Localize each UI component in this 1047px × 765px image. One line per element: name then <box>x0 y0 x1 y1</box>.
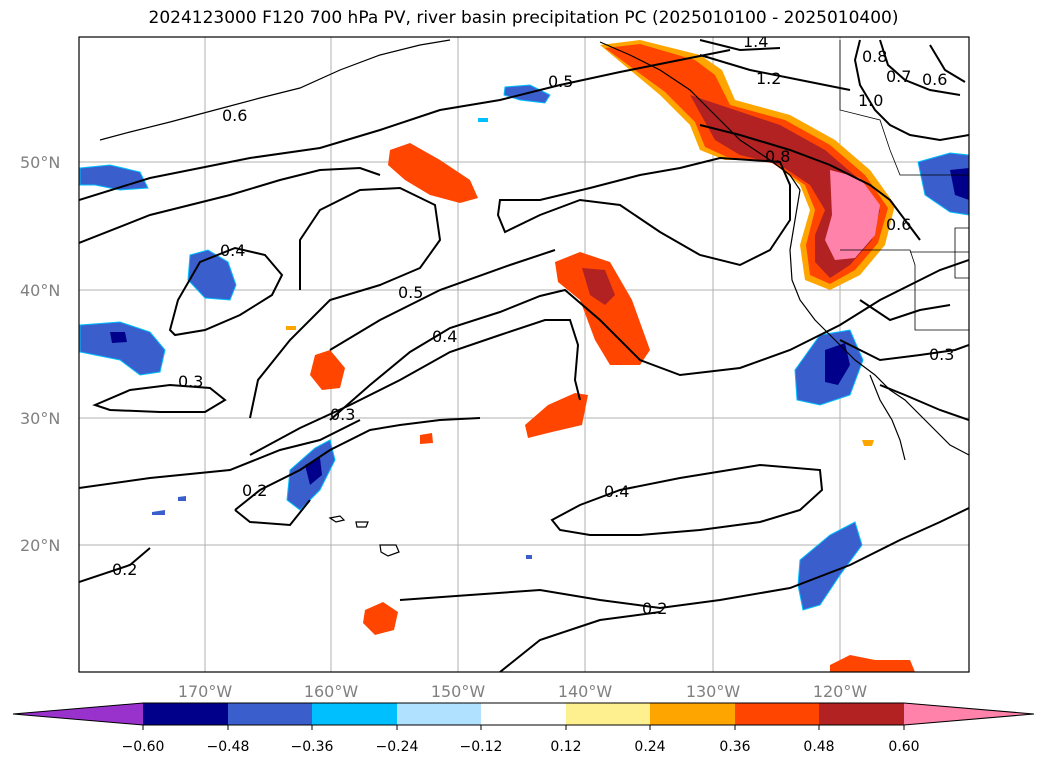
map-title: 2024123000 F120 700 hPa PV, river basin … <box>148 8 899 28</box>
colorbar-tick: −0.36 <box>291 739 334 755</box>
colorbar-segment <box>481 703 566 725</box>
colorbar-extend-min <box>13 703 143 725</box>
colorbar: −0.60 −0.48 −0.36 −0.24 −0.12 0.12 0.24 … <box>12 702 1035 755</box>
svg-text:120°W: 120°W <box>813 682 868 701</box>
positive-shading <box>286 40 915 672</box>
colorbar-tick: 0.24 <box>634 739 665 755</box>
lat-labels: 50°N 40°N 30°N 20°N <box>20 153 60 555</box>
map-frame <box>78 36 970 673</box>
colorbar-tick: −0.60 <box>122 739 165 755</box>
svg-text:0.6: 0.6 <box>886 215 911 234</box>
svg-text:0.4: 0.4 <box>220 241 245 260</box>
colorbar-tick: −0.24 <box>376 739 419 755</box>
svg-text:20°N: 20°N <box>20 536 60 555</box>
svg-text:0.5: 0.5 <box>398 283 423 302</box>
svg-text:1.0: 1.0 <box>858 91 883 110</box>
svg-text:0.2: 0.2 <box>112 560 137 579</box>
svg-text:0.3: 0.3 <box>178 372 203 391</box>
colorbar-segment <box>650 703 735 725</box>
svg-text:0.4: 0.4 <box>432 327 457 346</box>
colorbar-segment <box>819 703 904 725</box>
colorbar-segment <box>228 703 312 725</box>
svg-text:140°W: 140°W <box>558 682 613 701</box>
colorbar-segment <box>143 703 228 725</box>
svg-text:0.2: 0.2 <box>642 599 667 618</box>
colorbar-segment <box>312 703 397 725</box>
colorbar-tick: −0.12 <box>460 739 503 755</box>
svg-text:0.2: 0.2 <box>242 481 267 500</box>
svg-text:150°W: 150°W <box>431 682 486 701</box>
svg-text:0.7: 0.7 <box>886 67 911 86</box>
svg-text:1.4: 1.4 <box>743 32 768 51</box>
svg-text:160°W: 160°W <box>304 682 359 701</box>
colorbar-segment <box>566 703 650 725</box>
svg-text:0.6: 0.6 <box>222 106 247 125</box>
colorbar-segment <box>735 703 819 725</box>
svg-text:0.4: 0.4 <box>604 482 629 501</box>
colorbar-tick: −0.48 <box>207 739 250 755</box>
svg-text:0.8: 0.8 <box>862 47 887 66</box>
svg-text:0.3: 0.3 <box>929 345 954 364</box>
svg-text:0.6: 0.6 <box>922 70 947 89</box>
svg-text:40°N: 40°N <box>20 281 60 300</box>
svg-text:1.2: 1.2 <box>756 69 781 88</box>
lon-labels: 170°W 160°W 150°W 140°W 130°W 120°W <box>178 682 868 701</box>
negative-shading <box>79 84 969 611</box>
colorbar-tick: 0.48 <box>803 739 834 755</box>
svg-text:0.8: 0.8 <box>765 147 790 166</box>
colorbar-tick: 0.12 <box>550 739 581 755</box>
svg-text:0.5: 0.5 <box>548 72 573 91</box>
pv-contours <box>79 39 969 672</box>
svg-text:30°N: 30°N <box>20 409 60 428</box>
svg-text:0.3: 0.3 <box>330 405 355 424</box>
colorbar-segment <box>397 703 481 725</box>
contour-labels: 1.4 1.2 0.5 0.6 0.4 0.5 0.4 0.3 0.3 0.2 … <box>112 32 954 618</box>
svg-text:170°W: 170°W <box>178 682 233 701</box>
colorbar-extend-max <box>904 703 1034 725</box>
colorbar-tick: 0.60 <box>888 739 919 755</box>
svg-text:130°W: 130°W <box>686 682 741 701</box>
colorbar-tick: 0.36 <box>719 739 750 755</box>
svg-text:50°N: 50°N <box>20 153 60 172</box>
